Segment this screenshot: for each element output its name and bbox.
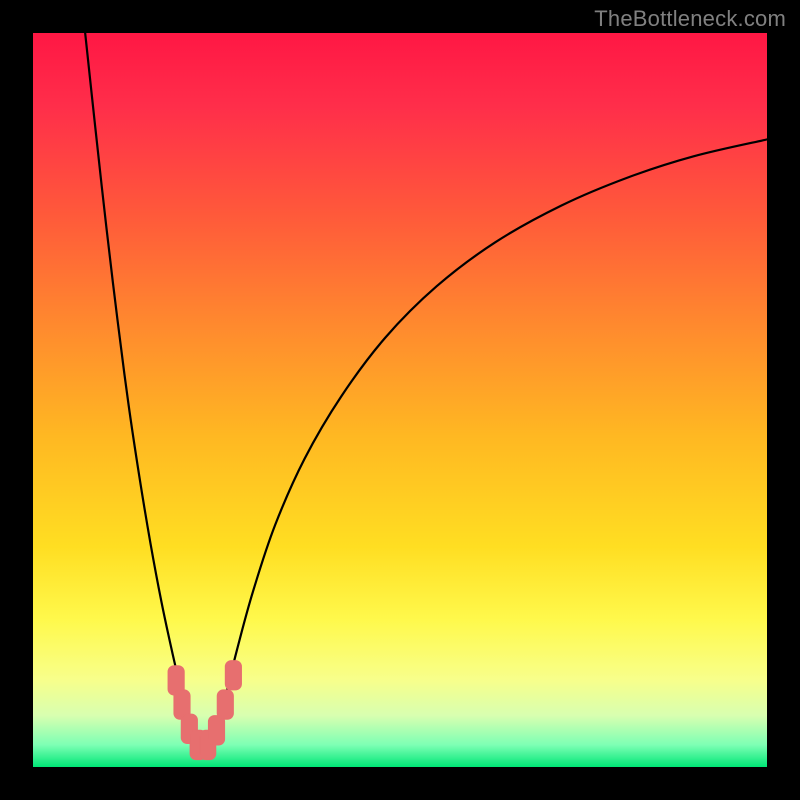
watermark-text: TheBottleneck.com xyxy=(594,6,786,32)
chart-container: TheBottleneck.com xyxy=(0,0,800,800)
bottleneck-curve-chart xyxy=(33,33,767,767)
sample-marker xyxy=(208,716,224,745)
plot-area xyxy=(33,33,767,767)
sample-marker xyxy=(217,690,233,719)
sample-marker xyxy=(225,661,241,690)
gradient-background xyxy=(33,33,767,767)
